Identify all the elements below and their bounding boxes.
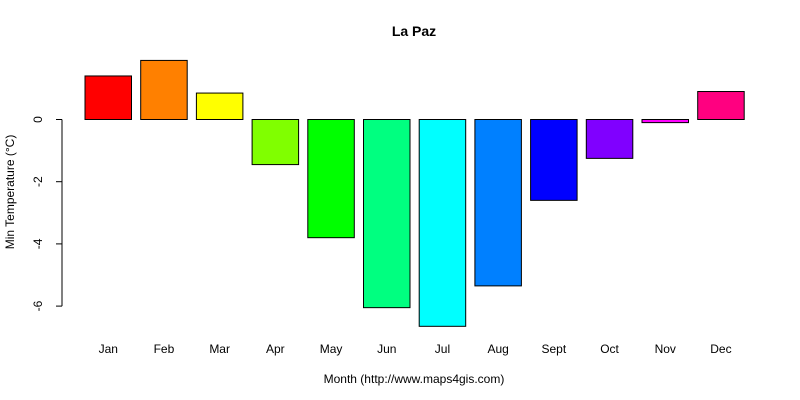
y-axis-label: Min Temperature (°C) (3, 135, 17, 250)
bar-apr (251, 119, 300, 166)
bar-nov (641, 119, 689, 124)
bar-aug (474, 119, 522, 287)
x-axis-label: Month (http://www.maps4gis.com) (324, 372, 505, 386)
x-tick-label: Aug (487, 342, 508, 356)
x-tick-label: Dec (710, 342, 731, 356)
bar-oct (585, 119, 634, 159)
x-tick-label: Mar (209, 342, 230, 356)
y-tick-label: -4 (31, 238, 45, 249)
chart-title: La Paz (392, 23, 436, 39)
bar-jan (84, 75, 132, 120)
x-tick-label: Apr (266, 342, 285, 356)
y-tick-label: -2 (31, 176, 45, 187)
bar-sept (530, 119, 578, 201)
x-tick-label: Oct (600, 342, 619, 356)
x-tick-label: Sept (542, 342, 567, 356)
y-tick-label: -6 (31, 300, 45, 311)
bar-dec (697, 91, 745, 121)
bar-may (307, 119, 355, 239)
x-tick-label: May (320, 342, 343, 356)
x-tick-label: Jan (99, 342, 118, 356)
x-tick-label: Nov (655, 342, 676, 356)
bar-mar (195, 92, 244, 121)
x-tick-labels: Jan Feb Mar Apr May Jun Jul Aug Sept Oct Nov Dec (99, 342, 732, 356)
bar-jun (363, 119, 411, 309)
x-tick-label: Feb (154, 342, 175, 356)
bar-jul (418, 119, 467, 327)
bars-group (84, 59, 745, 327)
y-tick-label: 0 (31, 116, 45, 123)
x-tick-label: Jun (377, 342, 396, 356)
x-tick-label: Jul (435, 342, 450, 356)
bar-feb (140, 59, 188, 120)
y-axis: 0 -2 -4 -6 (31, 116, 63, 311)
